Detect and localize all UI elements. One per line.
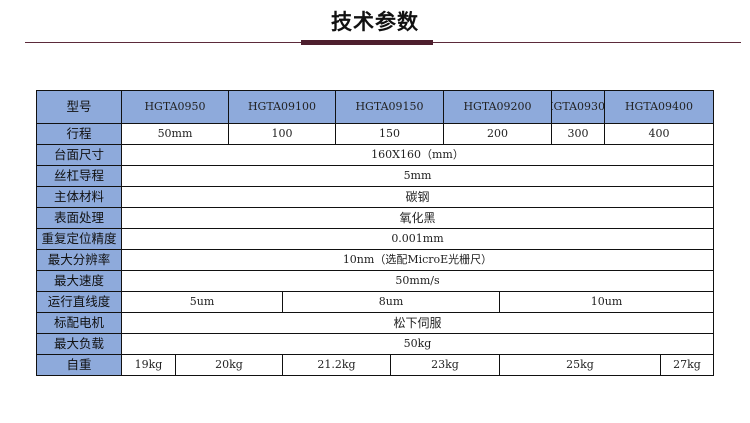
value-cell: 50kg — [122, 334, 714, 355]
row-label: 运行直线度 — [37, 292, 122, 313]
model-header-cell: HGTA09200 — [444, 91, 552, 124]
table-row: 最大速度 50mm/s — [37, 271, 714, 292]
row-label: 行程 — [37, 124, 122, 145]
value-cell: 400 — [605, 124, 714, 145]
value-cell: 8um — [283, 292, 500, 313]
table-row: 丝杠导程 5mm — [37, 166, 714, 187]
value-cell: 碳钢 — [122, 187, 714, 208]
value-cell: 松下伺服 — [122, 313, 714, 334]
value-cell: 10nm（选配MicroE光栅尺） — [122, 250, 714, 271]
value-cell: 50mm/s — [122, 271, 714, 292]
value-cell: 21.2kg — [283, 355, 391, 376]
row-label: 主体材料 — [37, 187, 122, 208]
value-cell: 50mm — [122, 124, 229, 145]
value-cell: 200 — [444, 124, 552, 145]
value-cell: 10um — [500, 292, 714, 313]
table-row: 表面处理 氧化黑 — [37, 208, 714, 229]
row-label: 丝杠导程 — [37, 166, 122, 187]
model-header-cell: HGTA09400 — [605, 91, 714, 124]
value-cell: 0.001mm — [122, 229, 714, 250]
table-row: 台面尺寸 160X160（mm） — [37, 145, 714, 166]
value-cell: 23kg — [391, 355, 500, 376]
value-cell: 5um — [122, 292, 283, 313]
row-label: 型号 — [37, 91, 122, 124]
row-label: 标配电机 — [37, 313, 122, 334]
value-cell: 氧化黑 — [122, 208, 714, 229]
table-row: 主体材料 碳钢 — [37, 187, 714, 208]
table-row: 行程 50mm 100 150 200 300 400 — [37, 124, 714, 145]
page-title: 技术参数 — [331, 10, 419, 34]
table-row: 自重 19kg 20kg 21.2kg 23kg 25kg 27kg — [37, 355, 714, 376]
row-label: 最大分辨率 — [37, 250, 122, 271]
model-header-cell: HGTA0950 — [122, 91, 229, 124]
row-label: 最大负载 — [37, 334, 122, 355]
value-cell: 150 — [336, 124, 444, 145]
spec-table: 型号HGTA0950HGTA09100HGTA09150HGTA09200HGT… — [36, 90, 714, 376]
value-cell: 300 — [552, 124, 605, 145]
value-cell: 25kg — [500, 355, 661, 376]
row-label: 台面尺寸 — [37, 145, 122, 166]
table-row: 运行直线度 5um 8um 10um — [37, 292, 714, 313]
title-underline — [301, 40, 433, 45]
row-label: 自重 — [37, 355, 122, 376]
table-row: 最大负载 50kg — [37, 334, 714, 355]
value-cell: 27kg — [661, 355, 714, 376]
row-label: 最大速度 — [37, 271, 122, 292]
value-cell: 20kg — [176, 355, 283, 376]
row-label: 重复定位精度 — [37, 229, 122, 250]
model-header-cell: HGTA09150 — [336, 91, 444, 124]
value-cell: 160X160（mm） — [122, 145, 714, 166]
table-row: 标配电机 松下伺服 — [37, 313, 714, 334]
table-header-row: 型号HGTA0950HGTA09100HGTA09150HGTA09200HGT… — [37, 91, 714, 124]
value-cell: 5mm — [122, 166, 714, 187]
table-row: 重复定位精度 0.001mm — [37, 229, 714, 250]
model-header-cell: HGTA09100 — [229, 91, 336, 124]
model-header-cell: HGTA09300 — [552, 91, 605, 124]
value-cell: 19kg — [122, 355, 176, 376]
table-row: 最大分辨率 10nm（选配MicroE光栅尺） — [37, 250, 714, 271]
value-cell: 100 — [229, 124, 336, 145]
row-label: 表面处理 — [37, 208, 122, 229]
